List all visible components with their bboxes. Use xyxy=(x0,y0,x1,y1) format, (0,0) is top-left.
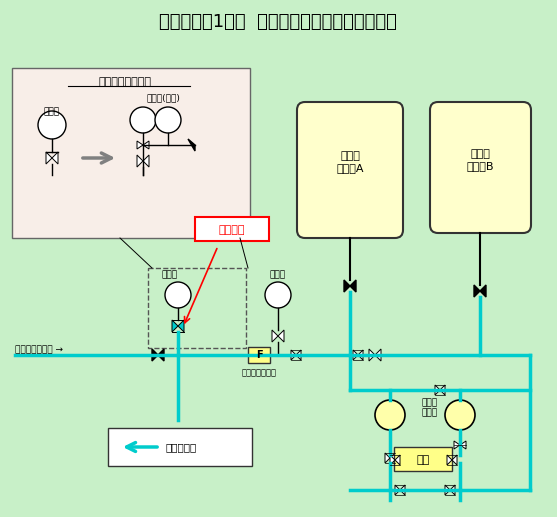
Polygon shape xyxy=(445,485,450,495)
Polygon shape xyxy=(400,485,405,495)
Text: 作業完了後の状況: 作業完了後の状況 xyxy=(99,77,152,87)
Polygon shape xyxy=(474,285,480,297)
Polygon shape xyxy=(152,349,158,361)
Polygon shape xyxy=(291,350,296,360)
Text: ほう酸
タンクA: ほう酸 タンクA xyxy=(336,151,364,173)
Polygon shape xyxy=(188,139,195,151)
Text: 圧力計: 圧力計 xyxy=(44,108,60,116)
Polygon shape xyxy=(178,320,184,332)
Polygon shape xyxy=(440,385,445,395)
Text: 当該箇所: 当該箇所 xyxy=(219,225,245,235)
Polygon shape xyxy=(390,455,395,465)
Polygon shape xyxy=(143,155,149,167)
Circle shape xyxy=(445,400,475,430)
Polygon shape xyxy=(460,441,466,449)
Polygon shape xyxy=(395,455,400,465)
Polygon shape xyxy=(390,453,395,463)
Text: 圧力計(仮設): 圧力計(仮設) xyxy=(146,94,180,102)
Polygon shape xyxy=(278,330,284,342)
Polygon shape xyxy=(52,152,58,164)
Polygon shape xyxy=(137,155,143,167)
Polygon shape xyxy=(272,330,278,342)
FancyBboxPatch shape xyxy=(297,102,403,238)
Circle shape xyxy=(165,282,191,308)
Polygon shape xyxy=(447,455,452,465)
Polygon shape xyxy=(46,152,52,164)
Polygon shape xyxy=(353,350,358,360)
Polygon shape xyxy=(450,485,455,495)
Circle shape xyxy=(130,107,156,133)
FancyBboxPatch shape xyxy=(12,68,250,238)
Circle shape xyxy=(375,400,405,430)
Polygon shape xyxy=(452,455,457,465)
Text: 圧力計: 圧力計 xyxy=(162,270,178,280)
Polygon shape xyxy=(296,350,301,360)
Text: ほう酸
ポンプ: ほう酸 ポンプ xyxy=(422,398,438,418)
Text: 充てんポンプへ →: 充てんポンプへ → xyxy=(15,345,63,355)
Polygon shape xyxy=(435,385,440,395)
Polygon shape xyxy=(137,141,143,149)
Polygon shape xyxy=(395,485,400,495)
Polygon shape xyxy=(143,141,149,149)
Text: ほう酸フィルタ: ほう酸フィルタ xyxy=(242,368,276,377)
FancyBboxPatch shape xyxy=(108,428,252,466)
Circle shape xyxy=(155,107,181,133)
Polygon shape xyxy=(172,320,178,332)
Polygon shape xyxy=(344,280,350,292)
Text: 伊方発電所1号機  ほう酸補給ライン系統概略図: 伊方発電所1号機 ほう酸補給ライン系統概略図 xyxy=(159,13,397,31)
Text: 圧力計: 圧力計 xyxy=(270,270,286,280)
Polygon shape xyxy=(350,280,356,292)
Polygon shape xyxy=(358,350,363,360)
Polygon shape xyxy=(385,453,390,463)
FancyBboxPatch shape xyxy=(430,102,531,233)
Text: F: F xyxy=(256,350,262,360)
Text: ほう酸
タンクB: ほう酸 タンクB xyxy=(466,149,494,171)
Circle shape xyxy=(38,111,66,139)
Polygon shape xyxy=(375,349,381,361)
Text: ：水張系統: ：水張系統 xyxy=(165,442,196,452)
Polygon shape xyxy=(158,349,164,361)
Polygon shape xyxy=(369,349,375,361)
Circle shape xyxy=(265,282,291,308)
FancyBboxPatch shape xyxy=(195,217,269,241)
FancyBboxPatch shape xyxy=(248,347,270,363)
FancyBboxPatch shape xyxy=(394,447,452,471)
Polygon shape xyxy=(480,285,486,297)
Polygon shape xyxy=(454,441,460,449)
Text: 純水: 純水 xyxy=(417,455,429,465)
